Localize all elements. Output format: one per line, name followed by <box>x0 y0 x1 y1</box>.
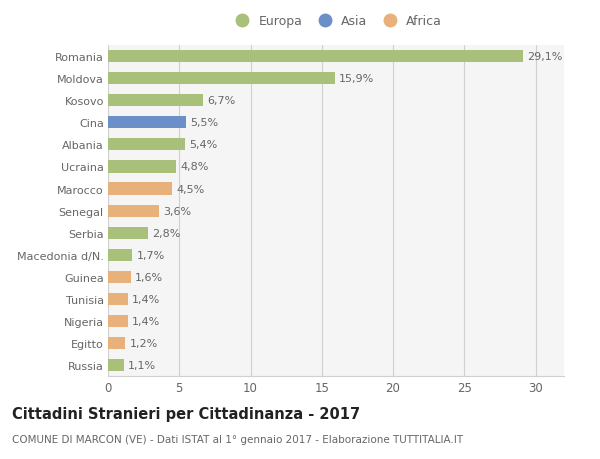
Text: 4,5%: 4,5% <box>176 184 205 194</box>
Text: 1,6%: 1,6% <box>135 272 163 282</box>
Bar <box>108 205 160 217</box>
Text: 1,7%: 1,7% <box>137 250 165 260</box>
Text: 5,4%: 5,4% <box>189 140 217 150</box>
Text: 5,5%: 5,5% <box>191 118 219 128</box>
Bar <box>108 227 148 239</box>
Bar <box>108 271 131 283</box>
Bar <box>108 359 124 371</box>
Bar <box>108 293 128 305</box>
Text: 3,6%: 3,6% <box>164 206 192 216</box>
Text: Cittadini Stranieri per Cittadinanza - 2017: Cittadini Stranieri per Cittadinanza - 2… <box>12 406 360 421</box>
Text: 4,8%: 4,8% <box>181 162 209 172</box>
Text: 2,8%: 2,8% <box>152 228 181 238</box>
Text: 6,7%: 6,7% <box>208 96 236 106</box>
Bar <box>108 51 523 63</box>
Bar <box>108 315 128 327</box>
Text: 29,1%: 29,1% <box>527 52 562 62</box>
Bar <box>108 117 187 129</box>
Legend: Europa, Asia, Africa: Europa, Asia, Africa <box>225 10 447 33</box>
Bar <box>108 139 185 151</box>
Bar <box>108 73 335 85</box>
Bar <box>108 249 132 261</box>
Text: 1,1%: 1,1% <box>128 360 156 370</box>
Bar <box>108 95 203 107</box>
Text: 1,4%: 1,4% <box>132 294 160 304</box>
Text: COMUNE DI MARCON (VE) - Dati ISTAT al 1° gennaio 2017 - Elaborazione TUTTITALIA.: COMUNE DI MARCON (VE) - Dati ISTAT al 1°… <box>12 434 463 444</box>
Text: 1,2%: 1,2% <box>130 338 158 348</box>
Text: 15,9%: 15,9% <box>339 74 374 84</box>
Bar <box>108 183 172 195</box>
Bar <box>108 337 125 349</box>
Text: 1,4%: 1,4% <box>132 316 160 326</box>
Bar <box>108 161 176 173</box>
